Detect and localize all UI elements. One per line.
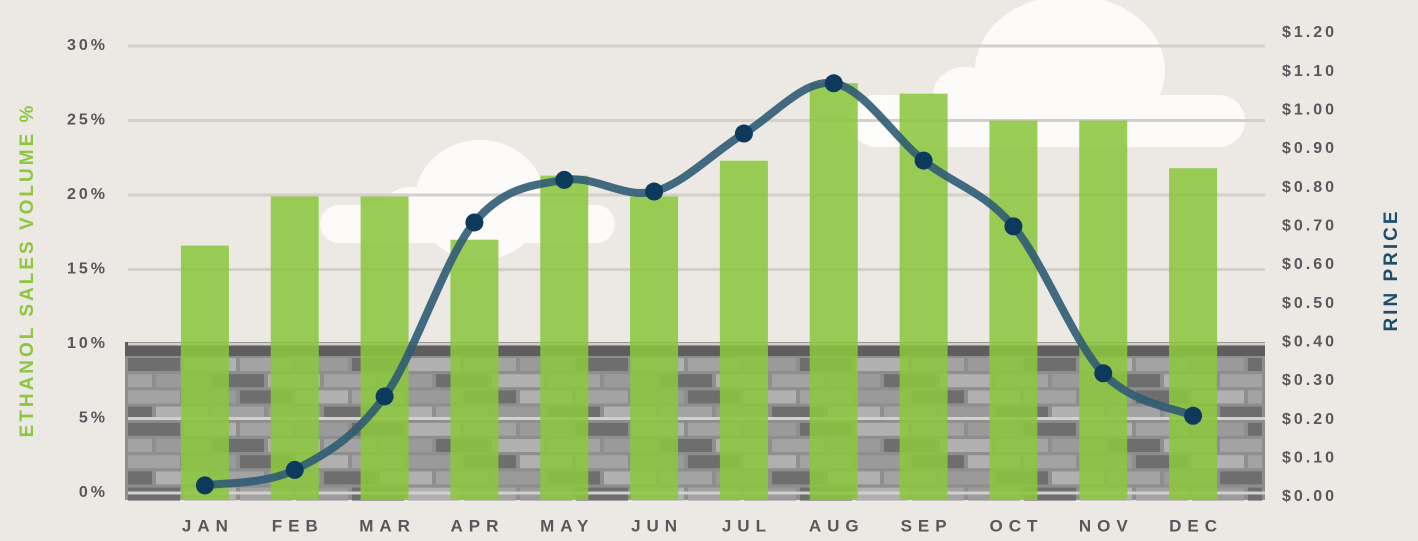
brick [1248, 390, 1262, 403]
x-tick-label: JAN [182, 516, 234, 535]
y2-tick-label: $0.40 [1282, 334, 1337, 351]
brick [128, 423, 180, 436]
y2-tick-label: $0.70 [1282, 218, 1337, 235]
brick [1248, 423, 1262, 436]
y2-tick-label: $0.50 [1282, 295, 1337, 312]
line-marker [735, 125, 753, 143]
x-tick-label: SEP [901, 516, 953, 535]
brick [128, 455, 180, 468]
x-tick-label: JUL [722, 516, 772, 535]
y-tick-label: 15% [67, 261, 108, 278]
line-marker [1094, 364, 1112, 382]
brick [128, 390, 180, 403]
line-marker [1004, 217, 1022, 235]
x-tick-label: FEB [272, 516, 324, 535]
line-marker [915, 152, 933, 170]
brick [492, 439, 544, 452]
x-tick-label: JUN [631, 516, 683, 535]
y-tick-label: 20% [67, 186, 108, 203]
bar [1169, 168, 1217, 500]
line-marker [196, 476, 214, 494]
brick [940, 374, 992, 387]
brick [1220, 471, 1262, 484]
brick [940, 439, 992, 452]
brick [1248, 358, 1262, 371]
y-tick-label: 30% [67, 37, 108, 54]
line-marker [286, 461, 304, 479]
brick [128, 439, 152, 452]
bar [450, 240, 498, 500]
y-axis-title: ETHANOL SALES VOLUME % [17, 103, 38, 438]
x-tick-label: APR [450, 516, 504, 535]
y-tick-label: 0% [79, 484, 108, 501]
brick [492, 374, 544, 387]
brick [128, 471, 152, 484]
chart: ETHANOL SALES VOLUME % RIN PRICE 0% 5% 10%… [0, 0, 1418, 541]
y2-axis-title: RIN PRICE [1381, 208, 1402, 331]
line-marker [465, 213, 483, 231]
brick [1220, 439, 1262, 452]
bar [720, 161, 768, 500]
y2-tick-label: $0.90 [1282, 140, 1337, 157]
y2-tick-label: $1.20 [1282, 24, 1337, 41]
x-tick-label: NOV [1079, 516, 1134, 535]
y-tick-label: 5% [79, 410, 108, 427]
x-tick-label: MAY [540, 516, 594, 535]
line-marker [376, 387, 394, 405]
brick [940, 471, 992, 484]
x-tick-label: AUG [809, 516, 865, 535]
y2-tick-label: $0.00 [1282, 488, 1337, 505]
bar [1079, 121, 1127, 501]
y2-tick-label: $0.60 [1282, 256, 1337, 273]
brick [1220, 374, 1262, 387]
brick [128, 358, 180, 371]
line-marker [555, 171, 573, 189]
x-tick-label: OCT [989, 516, 1043, 535]
x-tick-label: MAR [359, 516, 416, 535]
bar [630, 196, 678, 500]
bar [271, 196, 319, 500]
y2-tick-label: $0.10 [1282, 450, 1337, 467]
y2-tick-label: $0.30 [1282, 372, 1337, 389]
y-tick-label: 10% [67, 335, 108, 352]
line-marker [1184, 407, 1202, 425]
y2-tick-label: $1.00 [1282, 102, 1337, 119]
y2-tick-label: $0.20 [1282, 411, 1337, 428]
brick [492, 471, 544, 484]
line-marker [645, 183, 663, 201]
bar [181, 246, 229, 500]
y-tick-label: 25% [67, 112, 108, 129]
brick [1248, 455, 1262, 468]
y2-tick-label: $1.10 [1282, 63, 1337, 80]
brick [128, 374, 152, 387]
bar [810, 83, 858, 500]
bar [540, 176, 588, 500]
x-tick-label: DEC [1169, 516, 1223, 535]
line-marker [825, 74, 843, 92]
bar [989, 121, 1037, 501]
y2-tick-label: $0.80 [1282, 179, 1337, 196]
bar [361, 196, 409, 500]
